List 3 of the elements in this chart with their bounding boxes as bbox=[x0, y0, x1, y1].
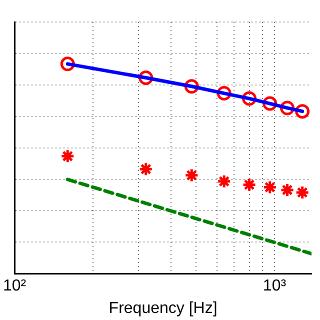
x-tick-label: 10³ bbox=[262, 278, 287, 295]
x-axis-title: Frequency [Hz] bbox=[108, 300, 218, 317]
x-tick-label: 10² bbox=[3, 278, 27, 295]
